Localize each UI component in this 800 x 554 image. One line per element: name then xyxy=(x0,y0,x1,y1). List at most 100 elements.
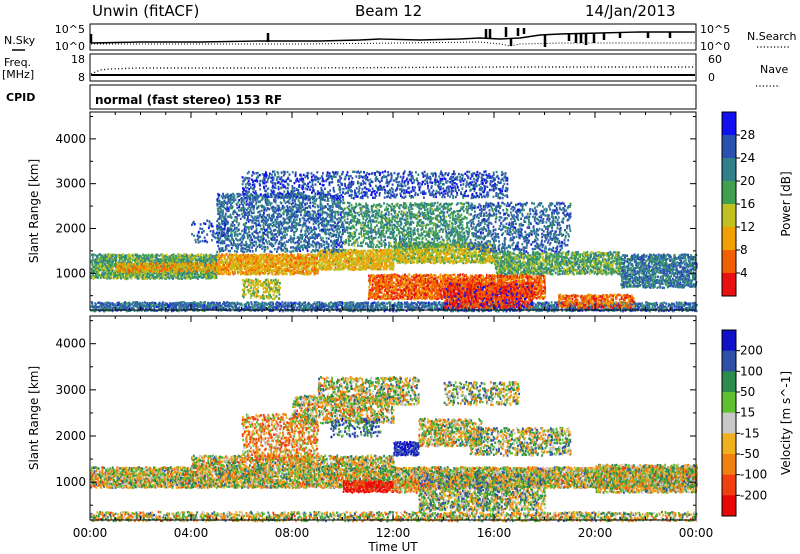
range-cell xyxy=(91,256,94,259)
range-cell xyxy=(224,254,227,257)
range-cell xyxy=(312,255,315,258)
range-cell xyxy=(171,274,174,278)
range-cell xyxy=(253,269,256,272)
range-cell xyxy=(366,305,369,308)
range-cell xyxy=(200,257,203,261)
range-cell xyxy=(156,267,159,271)
range-cell xyxy=(437,309,440,312)
range-cell xyxy=(252,287,255,290)
range-cell xyxy=(135,272,137,275)
range-cell xyxy=(289,305,292,308)
range-cell xyxy=(229,309,232,312)
range-cell xyxy=(157,258,160,261)
range-cell xyxy=(265,284,268,287)
range-cell xyxy=(92,266,95,269)
range-cell xyxy=(254,309,257,312)
range-cell xyxy=(285,260,288,263)
range-cell xyxy=(552,307,555,311)
range-cell xyxy=(234,270,237,273)
range-cell xyxy=(257,258,260,261)
range-cell xyxy=(661,302,664,305)
range-cell xyxy=(226,301,229,304)
range-cell xyxy=(159,270,162,273)
range-cell xyxy=(374,307,377,310)
range-cell xyxy=(180,260,183,264)
range-cell xyxy=(351,309,354,313)
range-cell xyxy=(184,262,187,265)
range-cell xyxy=(178,307,181,310)
range-cell xyxy=(211,267,213,270)
range-cell xyxy=(622,310,624,313)
range-cell xyxy=(409,254,412,258)
range-cell xyxy=(215,273,218,277)
range-cell xyxy=(141,262,144,265)
range-cell xyxy=(166,259,169,262)
range-cell xyxy=(321,301,324,305)
range-cell xyxy=(245,271,248,274)
range-cell xyxy=(349,248,352,252)
range-cell xyxy=(264,278,267,282)
range-cell xyxy=(269,268,272,271)
range-cell xyxy=(174,308,177,311)
range-cell xyxy=(270,279,273,282)
range-cell xyxy=(342,307,345,310)
range-cell xyxy=(681,306,683,309)
range-cell xyxy=(196,254,199,257)
range-cell xyxy=(306,308,308,311)
range-cell xyxy=(553,310,556,313)
range-cell xyxy=(371,309,374,312)
range-cell xyxy=(186,268,188,271)
scatter-region-4 xyxy=(241,278,281,301)
range-cell xyxy=(206,305,209,308)
range-cell xyxy=(202,301,205,304)
range-cell xyxy=(556,303,559,307)
range-cell xyxy=(243,288,246,291)
range-cell xyxy=(398,302,401,305)
range-cell xyxy=(253,255,255,259)
range-cell xyxy=(305,260,308,264)
range-cell xyxy=(316,257,318,260)
range-cell xyxy=(267,290,270,293)
range-cell xyxy=(126,261,129,265)
range-cell xyxy=(259,296,262,300)
range-cell xyxy=(397,307,400,311)
range-cell xyxy=(103,253,106,257)
range-cell xyxy=(195,269,197,273)
range-cell xyxy=(112,264,115,267)
range-cell xyxy=(381,306,384,310)
range-cell xyxy=(279,262,282,266)
range-cell xyxy=(187,259,190,263)
range-cell xyxy=(334,255,337,259)
range-cell xyxy=(329,249,332,252)
range-cell xyxy=(196,277,199,281)
range-cell xyxy=(120,304,123,307)
range-cell xyxy=(100,276,102,279)
range-cell xyxy=(327,305,330,309)
range-cell xyxy=(156,303,158,306)
range-cell xyxy=(343,267,346,270)
nsky-right-tick-bottom: 10^0 xyxy=(700,40,730,53)
range-cell xyxy=(637,302,640,305)
range-cell xyxy=(240,267,243,270)
range-cell xyxy=(653,304,656,307)
range-cell xyxy=(312,303,315,306)
range-cell xyxy=(349,251,352,255)
range-cell xyxy=(673,304,676,307)
range-cell xyxy=(604,301,607,305)
range-cell xyxy=(653,307,656,311)
range-cell xyxy=(344,264,346,267)
range-cell xyxy=(275,295,278,298)
range-cell xyxy=(421,260,423,263)
range-cell xyxy=(305,305,308,308)
range-cell xyxy=(421,303,424,307)
range-cell xyxy=(317,253,320,256)
range-cell xyxy=(138,254,141,257)
range-cell xyxy=(230,255,233,258)
range-cell xyxy=(349,268,351,271)
range-cell xyxy=(109,272,111,275)
range-cell xyxy=(189,262,192,265)
range-cell xyxy=(205,255,208,258)
range-cell xyxy=(138,304,141,307)
range-cell xyxy=(352,309,355,313)
range-cell xyxy=(303,306,305,309)
